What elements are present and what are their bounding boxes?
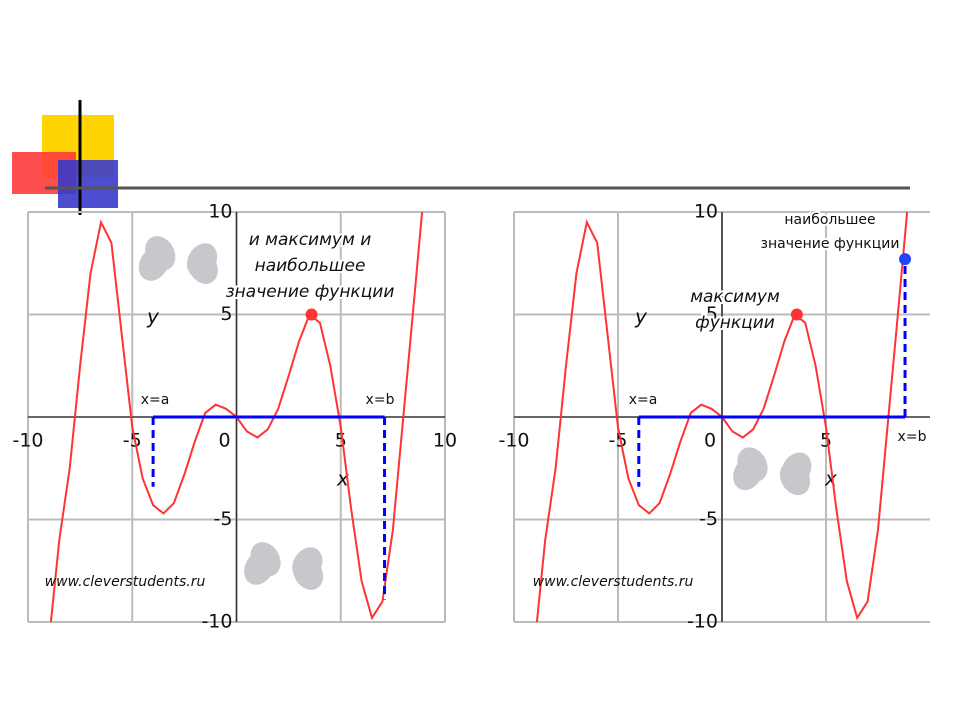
x-tick-label: -10: [12, 430, 43, 452]
annotation: максимум: [690, 287, 780, 307]
y-tick-label: 10: [208, 201, 232, 223]
x-tick-label: -10: [498, 430, 529, 452]
y-tick-label: -10: [687, 611, 718, 633]
annotation: наибольшее: [784, 212, 875, 228]
interval-label: x=b: [898, 429, 927, 445]
annotation: значение функции: [226, 282, 395, 302]
x-tick-label: 10: [433, 430, 457, 452]
y-tick-label: -5: [214, 508, 233, 530]
annotation: и максимум и: [249, 230, 372, 250]
annotation: наибольшее: [255, 256, 366, 276]
x-tick-label: -5: [609, 430, 628, 452]
x-tick-label: -5: [123, 430, 142, 452]
source: www.cleverstudents.ru: [45, 574, 206, 590]
marker: [790, 308, 803, 321]
y-tick-label: 10: [694, 201, 718, 223]
y-tick-label: 5: [706, 303, 718, 325]
x-tick-label: 0: [218, 430, 230, 452]
x-tick-label: 0: [704, 430, 716, 452]
marker: [899, 253, 912, 266]
interval-label: x=b: [366, 392, 395, 408]
annotation: значение функции: [761, 236, 900, 252]
interval-label: x=a: [629, 392, 658, 408]
y-tick-label: -10: [201, 611, 232, 633]
annotation: функции: [695, 313, 775, 333]
marker: [305, 308, 318, 321]
pinwheel: [138, 236, 812, 590]
y-tick-label: -5: [699, 508, 718, 530]
y-axis-label: y: [634, 305, 648, 329]
source: www.cleverstudents.ru: [533, 574, 694, 590]
interval-label: x=a: [141, 392, 170, 408]
y-tick-label: 5: [220, 303, 232, 325]
deco-blue: [58, 160, 118, 208]
y-axis-label: y: [146, 305, 160, 329]
